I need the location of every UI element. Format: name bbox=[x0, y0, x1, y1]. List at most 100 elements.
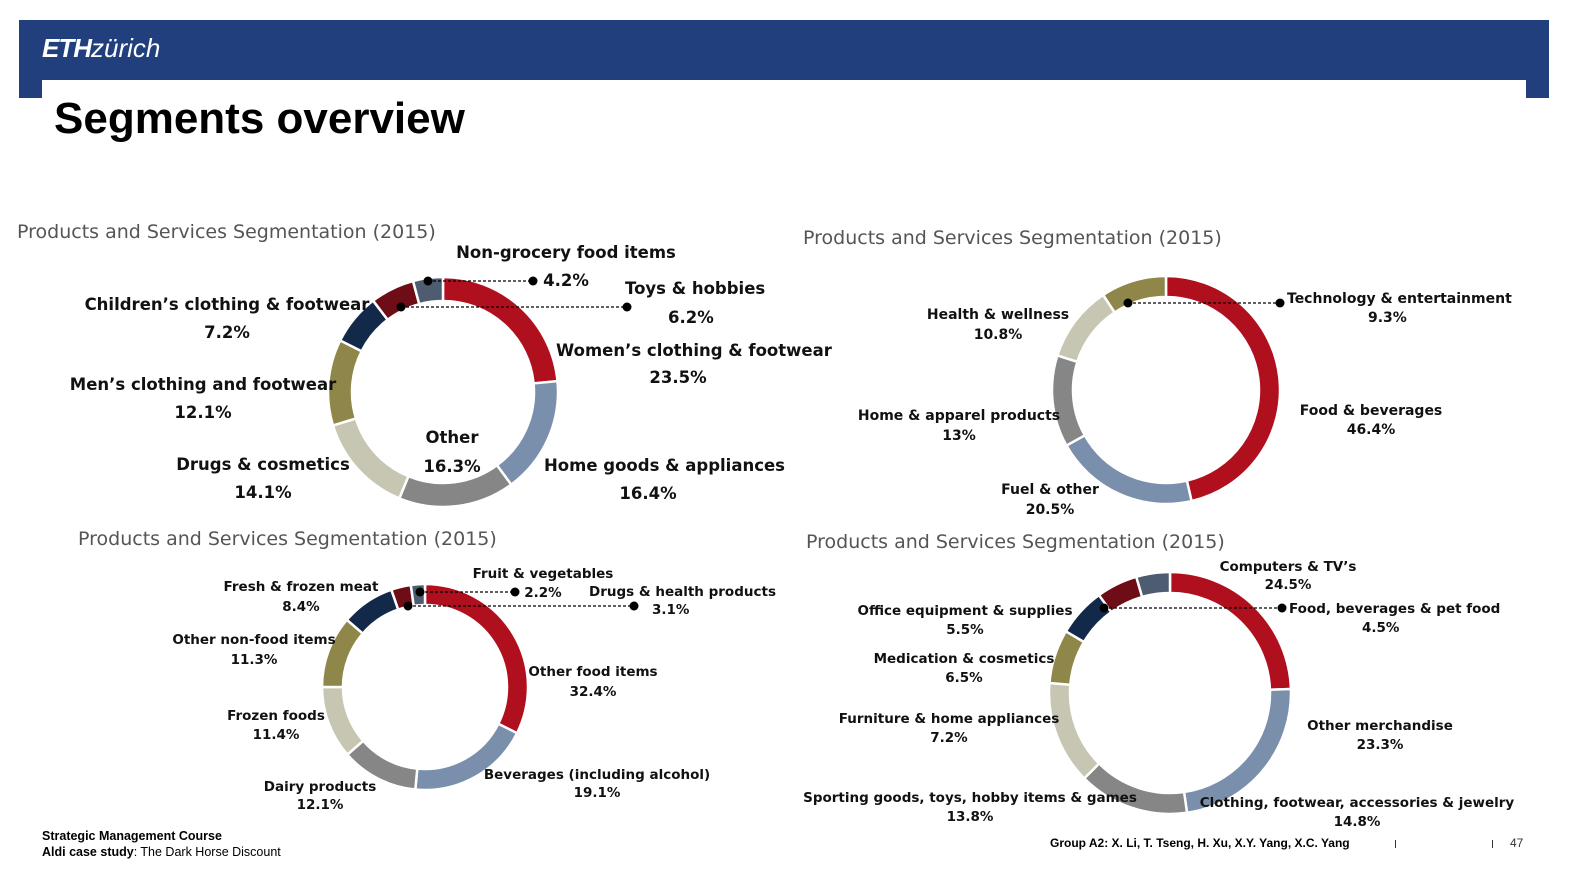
footer-divider bbox=[1492, 840, 1493, 848]
chart-4-slice-label: Computers & TV’s bbox=[1220, 559, 1357, 575]
chart-2-slice-value: 13% bbox=[942, 428, 976, 444]
chart-2-slice-label: Food & beverages bbox=[1300, 403, 1443, 419]
chart-1-group: Women’s clothing & footwear 23.5% Home goo… bbox=[70, 243, 833, 509]
chart-4-slice-value: 14.8% bbox=[1334, 814, 1381, 830]
footer-course: Strategic Management Course bbox=[42, 829, 222, 843]
chart-1-slice-value: 12.1% bbox=[174, 403, 232, 422]
chart-3-slice bbox=[345, 588, 400, 636]
chart-4-slice-label: Office equipment & supplies bbox=[858, 603, 1073, 619]
chart-1-slice-value: 7.2% bbox=[204, 323, 250, 342]
page-title: Segments overview bbox=[54, 94, 465, 143]
chart-2-slice bbox=[1055, 293, 1117, 364]
logo-bold-text: ETH bbox=[42, 33, 92, 63]
chart-4-slice-value: 4.5% bbox=[1362, 620, 1400, 636]
chart-1-slice-value: 14.1% bbox=[234, 483, 292, 502]
chart-3-title: Products and Services Segmentation (2015… bbox=[78, 528, 497, 550]
chart-4-slice-label: Sporting goods, toys, hobby items & game… bbox=[803, 790, 1137, 806]
chart-4-slice-label: Medication & cosmetics bbox=[874, 651, 1055, 667]
chart-2-leader-dot bbox=[1123, 298, 1133, 308]
chart-2-slice-label: Home & apparel products bbox=[858, 408, 1060, 424]
chart-4-slice-value: 7.2% bbox=[930, 730, 968, 746]
chart-3-slice-label: Fruit & vegetables bbox=[473, 566, 614, 582]
chart-3-slice-value: 8.4% bbox=[282, 599, 320, 615]
chart-3-slice-label: Frozen foods bbox=[227, 708, 325, 724]
chart-4-slice-label: Other merchandise bbox=[1307, 718, 1453, 734]
chart-4-slice-label: Clothing, footwear, accessories & jewelr… bbox=[1200, 795, 1515, 811]
chart-3-slice-value: 12.1% bbox=[297, 797, 344, 813]
chart-3-slice-value: 11.4% bbox=[253, 727, 300, 743]
chart-3-slice-value: 19.1% bbox=[574, 785, 621, 801]
chart-1-leader-dot bbox=[396, 302, 406, 312]
chart-1-slice-label: Drugs & cosmetics bbox=[176, 455, 350, 474]
chart-3-slice-label: Dairy products bbox=[264, 779, 376, 795]
chart-1-slice bbox=[411, 275, 445, 306]
chart-3-slice bbox=[320, 685, 365, 757]
chart-2-slice-label: Health & wellness bbox=[927, 307, 1069, 323]
chart-4-slice bbox=[1082, 761, 1189, 816]
chart-4-slice bbox=[1134, 570, 1172, 599]
chart-2-slice-label: Technology & entertainment bbox=[1287, 291, 1512, 307]
chart-2-slice bbox=[1164, 274, 1282, 503]
chart-4-slice-value: 23.3% bbox=[1357, 737, 1404, 753]
chart-3-slice-label: Other food items bbox=[528, 664, 657, 680]
chart-1-leader-dot bbox=[423, 276, 433, 286]
footer-case-prefix: Aldi case study bbox=[42, 845, 134, 859]
chart-2-group: Food & beverages 46.4% Fuel & other 20.5% Ho… bbox=[858, 274, 1512, 518]
chart-4-group: Computers & TV’s 24.5% Other merchandise 23… bbox=[803, 559, 1514, 830]
chart-1-slice-label: Other bbox=[426, 428, 480, 447]
chart-1-leader-dot bbox=[622, 302, 632, 312]
footer-group: Group A2: X. Li, T. Tseng, H. Xu, X.Y. Y… bbox=[1050, 836, 1350, 850]
chart-3-slice-value: 2.2% bbox=[524, 585, 562, 601]
chart-3-leader-dot bbox=[510, 587, 520, 597]
chart-4-slice bbox=[1047, 681, 1101, 781]
chart-2-slice-value: 9.3% bbox=[1368, 310, 1407, 326]
chart-3-slice-value: 11.3% bbox=[231, 652, 278, 668]
chart-4-leader-dot bbox=[1099, 603, 1109, 613]
chart-1-slice-value: 16.4% bbox=[619, 484, 677, 503]
chart-2-leader-dot bbox=[1275, 298, 1285, 308]
chart-3-leader-dot bbox=[629, 601, 639, 611]
chart-2-slice bbox=[1050, 353, 1087, 448]
chart-1-slice-value: 4.2% bbox=[543, 271, 589, 290]
chart-3-slice-value: 3.1% bbox=[652, 602, 690, 618]
chart-1-title: Products and Services Segmentation (2015… bbox=[17, 221, 436, 243]
header-bar bbox=[19, 20, 1549, 80]
chart-1-slice-label: Children’s clothing & footwear bbox=[85, 295, 371, 314]
chart-1-slice-value: 16.3% bbox=[423, 457, 481, 476]
page-number: 47 bbox=[1510, 836, 1524, 850]
chart-4-slice-label: Food, beverages & pet food bbox=[1289, 601, 1500, 617]
chart-4-slice-value: 5.5% bbox=[946, 622, 984, 638]
header-tab-right bbox=[1526, 80, 1549, 98]
logo-light-text: zürich bbox=[91, 33, 161, 63]
chart-3-slice-value: 32.4% bbox=[570, 684, 617, 700]
footer-case-suffix: : The Dark Horse Discount bbox=[133, 845, 281, 859]
chart-4-slice-value: 24.5% bbox=[1265, 577, 1312, 593]
chart-4-title: Products and Services Segmentation (2015… bbox=[806, 531, 1225, 553]
chart-3-slice-label: Drugs & health products bbox=[589, 584, 776, 600]
chart-1-slice-label: Toys & hobbies bbox=[625, 279, 765, 298]
chart-3-leader-dot bbox=[403, 601, 413, 611]
chart-1-slice-label: Men’s clothing and footwear bbox=[70, 375, 337, 394]
chart-1-slice-value: 6.2% bbox=[668, 308, 714, 327]
chart-1-slice-label: Women’s clothing & footwear bbox=[556, 341, 833, 360]
chart-1-slice-label: Non-grocery food items bbox=[456, 243, 676, 262]
footer-course-info: Strategic Management Course Aldi case st… bbox=[42, 828, 281, 860]
chart-2-title: Products and Services Segmentation (2015… bbox=[803, 227, 1222, 249]
chart-2-slice-label: Fuel & other bbox=[1001, 482, 1099, 498]
chart-4-slice-label: Furniture & home appliances bbox=[839, 711, 1060, 727]
chart-3-slice-label: Beverages (including alcohol) bbox=[484, 767, 710, 783]
chart-3-leader-dot bbox=[415, 587, 425, 597]
chart-3-slice-label: Fresh & frozen meat bbox=[224, 579, 379, 595]
eth-logo: ETHzürich bbox=[42, 33, 160, 64]
chart-2-slice bbox=[1101, 274, 1168, 315]
chart-3-group: Other food items 32.4% Beverages (includin… bbox=[172, 566, 776, 813]
chart-4-slice-value: 6.5% bbox=[945, 670, 983, 686]
chart-1-leader-dot bbox=[528, 276, 538, 286]
chart-2-slice-value: 46.4% bbox=[1347, 422, 1396, 438]
header-tab-left bbox=[19, 80, 42, 98]
footer-divider bbox=[1395, 840, 1396, 848]
chart-1-slice bbox=[441, 275, 559, 385]
chart-2-slice-value: 10.8% bbox=[974, 327, 1023, 343]
chart-1-slice-value: 23.5% bbox=[649, 368, 707, 387]
